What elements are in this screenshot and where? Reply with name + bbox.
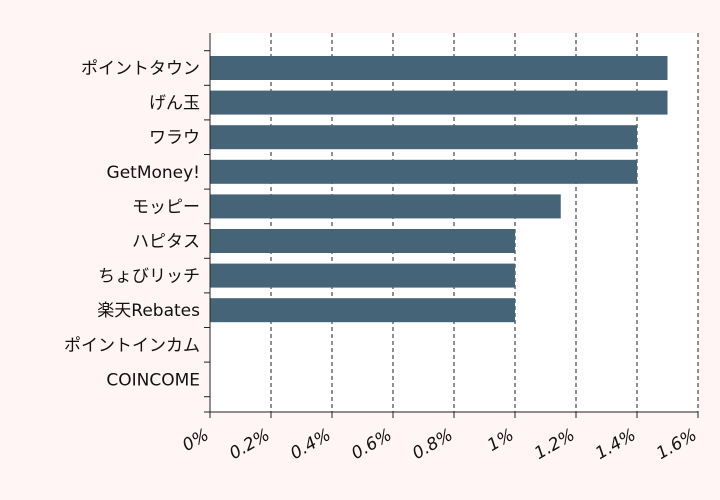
bar xyxy=(210,194,561,219)
category-label: ちょびリッチ xyxy=(98,267,200,287)
axes xyxy=(204,33,699,418)
category-label: ハピタス xyxy=(132,232,200,252)
category-label: ポイントインカム xyxy=(64,336,200,356)
x-tick-label: 1.4% xyxy=(592,425,639,464)
bar xyxy=(210,125,637,150)
x-tick-label: 0.2% xyxy=(226,425,273,464)
x-tick-label: 0% xyxy=(179,425,212,456)
category-label: げん玉 xyxy=(149,94,200,114)
bar xyxy=(210,56,668,80)
x-tick-label: 0.4% xyxy=(287,425,334,464)
x-tick-label: 1% xyxy=(484,425,517,456)
bars xyxy=(210,56,668,323)
bar xyxy=(210,159,637,184)
category-label: ワラウ xyxy=(149,128,200,148)
category-label: モッピー xyxy=(132,197,200,217)
category-label: 楽天Rebates xyxy=(97,301,200,321)
category-label: ポイントタウン xyxy=(81,59,200,79)
x-tick-label: 1.6% xyxy=(653,425,700,464)
bar xyxy=(210,90,668,115)
tick-labels: 0% 0.2% 0.4% 0.6% 0.8% 1% 1.2% 1.4% 1.6% xyxy=(179,425,700,464)
x-tick-label: 0.8% xyxy=(409,425,456,464)
x-tick-label: 0.6% xyxy=(348,425,395,464)
category-label: GetMoney! xyxy=(107,163,200,183)
bar xyxy=(210,298,515,323)
x-tick-label: 1.2% xyxy=(531,425,578,464)
bar xyxy=(210,229,515,253)
category-label: COINCOME xyxy=(106,370,200,390)
bar xyxy=(210,263,515,288)
